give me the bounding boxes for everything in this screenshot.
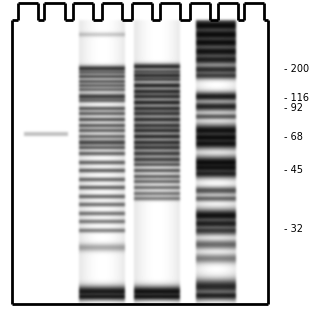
Text: - 200: - 200 bbox=[284, 64, 309, 74]
Text: - 68: - 68 bbox=[284, 132, 303, 142]
Text: - 45: - 45 bbox=[284, 165, 303, 175]
Text: - 32: - 32 bbox=[284, 224, 303, 234]
Text: - 92: - 92 bbox=[284, 103, 303, 113]
Text: - 116: - 116 bbox=[284, 93, 309, 103]
